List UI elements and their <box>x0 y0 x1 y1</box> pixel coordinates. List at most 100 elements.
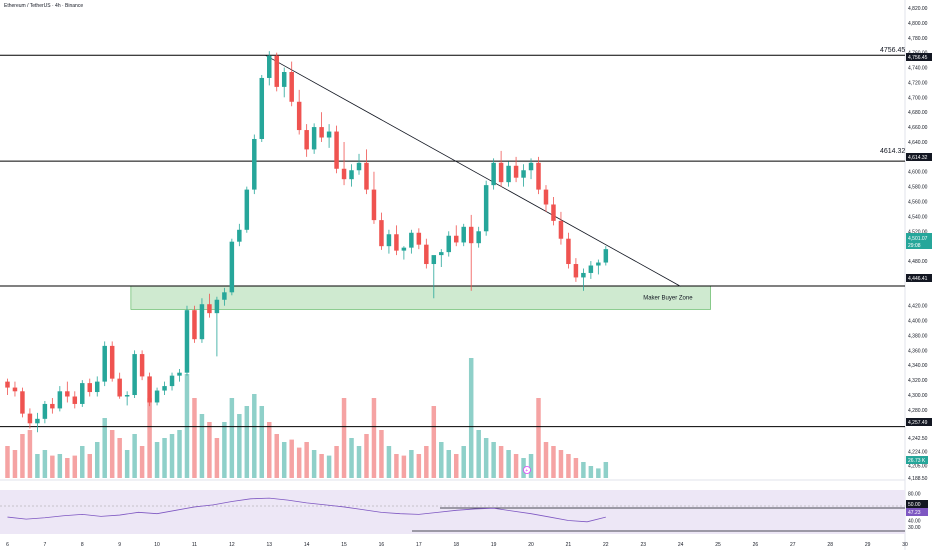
volume-bar <box>596 468 601 478</box>
time-tick-label: 30 <box>902 542 908 548</box>
candle-body <box>536 162 541 190</box>
candle-body <box>551 204 556 221</box>
candle-body <box>147 376 152 403</box>
volume-bar <box>184 374 190 478</box>
volume-bar <box>124 450 130 478</box>
badge-volume: 26.73 K <box>908 458 926 464</box>
volume-bar <box>139 446 145 478</box>
time-tick-label: 12 <box>229 542 235 548</box>
candle-body <box>506 165 511 183</box>
volume-bar <box>109 430 115 478</box>
price-tick-label: 4,188.50 <box>908 476 928 482</box>
time-tick-label: 23 <box>640 542 646 548</box>
volume-bar <box>147 398 152 478</box>
volume-bar <box>379 430 384 478</box>
price-tick-label: 4,540.00 <box>908 214 928 220</box>
candle-body <box>364 162 369 190</box>
candle-body <box>379 220 384 247</box>
level-label-top: 4756.45 <box>880 47 905 54</box>
price-tick-label: 4,205.00 <box>908 464 928 470</box>
volume-bar <box>371 398 377 478</box>
candle-body <box>341 168 347 180</box>
candle-body <box>453 235 459 243</box>
time-tick-label: 15 <box>341 542 347 548</box>
volume-bar <box>439 442 444 478</box>
badge-mid-bg <box>906 153 932 161</box>
time-tick-label: 16 <box>379 542 385 548</box>
time-tick-label: 6 <box>6 542 9 548</box>
volume-bar <box>588 466 594 478</box>
volume-bar <box>453 454 459 478</box>
badge-volume-bg <box>906 456 928 464</box>
volume-bars <box>5 358 609 478</box>
volume-bar <box>364 434 369 478</box>
price-tick-label: 4,580.00 <box>908 185 928 191</box>
candle-body <box>80 383 85 404</box>
candle-body <box>289 72 294 102</box>
price-tick-label: 4,560.00 <box>908 200 928 206</box>
time-tick-label: 17 <box>416 542 422 548</box>
candle-body <box>521 170 526 178</box>
volume-bar <box>491 442 496 478</box>
candle-body <box>603 249 609 263</box>
candle-body <box>222 292 227 300</box>
trend-line[interactable] <box>265 54 681 287</box>
candle-body <box>319 127 324 138</box>
price-tick-label: 4,360.00 <box>908 348 928 354</box>
time-tick-label: 7 <box>43 542 46 548</box>
candle-body <box>154 390 160 403</box>
badge-zone-top: 4,446.41 <box>908 276 928 282</box>
volume-bar <box>237 414 242 478</box>
candle-body <box>581 272 586 278</box>
alert-marker-icon[interactable]: + <box>523 466 531 475</box>
symbol-title: Ethereum / TetherUS · 4h · Binance <box>4 3 84 9</box>
price-tick-label: 4,224.00 <box>908 450 928 456</box>
volume-bar <box>558 450 564 478</box>
candle-body <box>42 403 48 419</box>
candle-body <box>349 170 354 180</box>
volume-bar <box>214 438 220 478</box>
candles <box>5 51 609 433</box>
candle-body <box>491 162 496 186</box>
rsi-band <box>0 490 905 534</box>
volume-bar <box>192 398 197 478</box>
volume-bar <box>461 446 466 478</box>
volume-bar <box>12 450 18 478</box>
price-tick-label: 4,700.00 <box>908 95 928 101</box>
volume-bar <box>349 438 354 478</box>
candle-body <box>207 304 212 314</box>
candle-body <box>139 354 145 377</box>
price-tick-label: 4,680.00 <box>908 110 928 116</box>
candle-body <box>371 189 377 221</box>
time-axis[interactable]: 6 7 8 9 10 11 12 13 14 15 16 17 18 19 20 21 22 23 24 25 26 27… <box>6 542 908 548</box>
volume-bar <box>42 450 48 478</box>
volume-bar <box>551 446 556 478</box>
candle-body <box>326 131 332 138</box>
candle-body <box>296 101 302 131</box>
volume-bar <box>536 398 541 478</box>
candle-body <box>5 381 10 388</box>
candle-body <box>252 138 257 190</box>
volume-bar <box>199 414 205 478</box>
time-tick-label: 21 <box>566 542 572 548</box>
candle-body <box>57 391 63 409</box>
candle-body <box>311 127 317 150</box>
candle-body <box>394 234 399 251</box>
candle-body <box>409 232 414 248</box>
level-lines <box>0 54 905 428</box>
badge-low-bg <box>906 418 932 426</box>
volume-bar <box>102 418 107 478</box>
candle-body <box>558 220 564 239</box>
volume-bar <box>394 454 399 478</box>
volume-bar <box>296 447 302 478</box>
candle-body <box>132 354 137 396</box>
candle-body <box>476 231 481 244</box>
price-tick-label: 4,660.00 <box>908 125 928 131</box>
time-tick-label: 26 <box>753 542 759 548</box>
price-tick-label: 4,520.00 <box>908 229 928 235</box>
candle-body <box>94 381 100 393</box>
candle-body <box>259 77 265 139</box>
time-tick-label: 9 <box>118 542 121 548</box>
time-tick-label: 29 <box>865 542 871 548</box>
